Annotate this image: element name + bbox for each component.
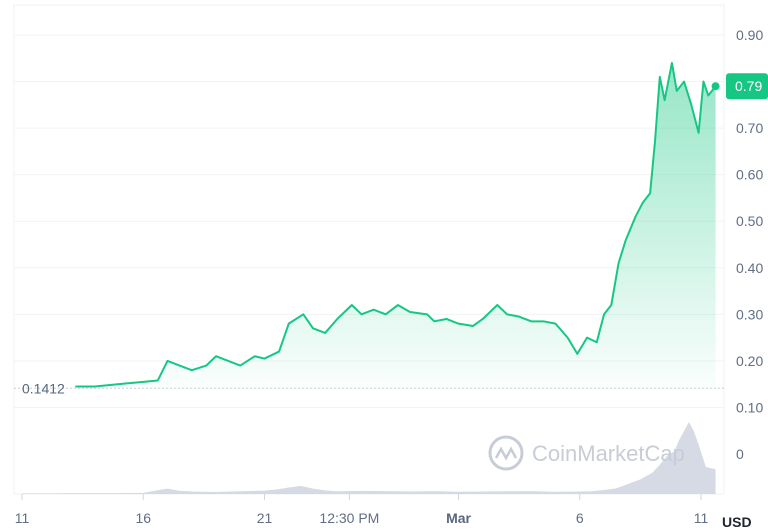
x-tick-label: 12:30 PM (319, 510, 379, 526)
gridlines (14, 34, 724, 408)
volume-area (22, 422, 716, 494)
coinmarketcap-logo-icon (488, 435, 524, 471)
current-price-dot (711, 82, 720, 91)
y-tick-label: 0.30 (736, 306, 763, 322)
watermark: CoinMarketCap (488, 435, 685, 471)
price-area-fill (75, 62, 716, 389)
plot-border (13, 4, 725, 495)
x-tick-label: 6 (576, 510, 584, 526)
y-tick-label: 0.10 (736, 399, 763, 415)
y-tick-label: 0.90 (736, 27, 763, 43)
x-tick-label: 11 (694, 510, 709, 526)
current-price-value: 0.79 (735, 78, 762, 94)
y-tick-label: 0.40 (736, 260, 763, 276)
y-tick-label: 0.60 (736, 167, 763, 183)
x-tick-label: 21 (257, 510, 273, 526)
y-tick-label: 0.20 (736, 353, 763, 369)
y-tick-label: 0.70 (736, 120, 763, 136)
y-tick-label: 0 (736, 446, 744, 462)
current-price-tag-bg (726, 73, 768, 100)
x-axis: 11 16 21 12:30 PM Mar 6 11 (15, 494, 709, 526)
current-price-tag: 0.79 (726, 73, 768, 100)
watermark-text: CoinMarketCap (532, 441, 685, 466)
volume-bars (22, 422, 716, 494)
x-tick-label: 16 (135, 510, 151, 526)
price-line (75, 61, 717, 388)
y-axis-unit: USD (722, 514, 752, 530)
y-tick-label: 0.50 (736, 213, 763, 229)
start-price-label: 0.1412 (22, 380, 65, 396)
x-tick-label: 11 (15, 510, 30, 526)
x-tick-label: Mar (446, 510, 471, 526)
price-area (75, 61, 717, 389)
